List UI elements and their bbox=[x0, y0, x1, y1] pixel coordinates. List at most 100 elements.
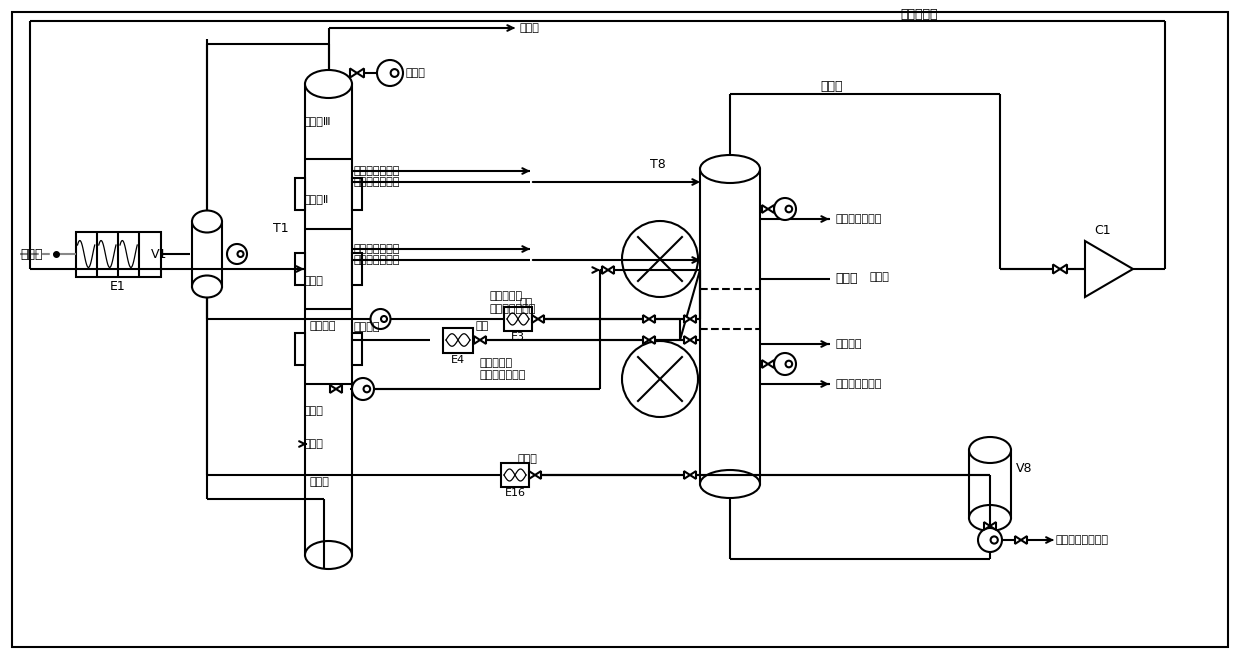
Polygon shape bbox=[763, 360, 768, 368]
Text: 含瘾甲醇: 含瘾甲醇 bbox=[310, 321, 336, 331]
Polygon shape bbox=[768, 360, 774, 368]
Bar bbox=[352, 333, 362, 365]
Polygon shape bbox=[1053, 264, 1060, 273]
Polygon shape bbox=[350, 69, 357, 78]
Polygon shape bbox=[1060, 264, 1066, 273]
Text: 无硫甲醇去冷却: 无硫甲醇去冷却 bbox=[353, 166, 401, 176]
Text: 原料气: 原料气 bbox=[20, 248, 42, 260]
Circle shape bbox=[774, 198, 796, 220]
Text: 含硫甲醇自: 含硫甲醇自 bbox=[490, 291, 523, 301]
Polygon shape bbox=[684, 471, 689, 479]
Text: 丙烯: 丙烯 bbox=[520, 298, 533, 308]
Circle shape bbox=[377, 60, 403, 86]
Circle shape bbox=[786, 206, 792, 212]
Polygon shape bbox=[601, 266, 608, 274]
Bar bbox=[76, 231, 160, 277]
Polygon shape bbox=[330, 385, 336, 393]
Text: E16: E16 bbox=[505, 488, 526, 498]
Polygon shape bbox=[538, 315, 544, 323]
Ellipse shape bbox=[701, 155, 760, 183]
Text: 无硫甲醇: 无硫甲醇 bbox=[353, 322, 381, 332]
Text: 含硫甲醇自: 含硫甲醇自 bbox=[480, 358, 513, 368]
Polygon shape bbox=[644, 336, 649, 344]
Circle shape bbox=[786, 360, 792, 367]
Ellipse shape bbox=[305, 70, 352, 98]
Text: 冷却的无硫甲醇: 冷却的无硫甲醇 bbox=[353, 255, 401, 265]
Text: 硫化氢洗涤器底: 硫化氢洗涤器底 bbox=[480, 370, 526, 380]
Text: E4: E4 bbox=[451, 355, 465, 365]
Text: 贫甲醇: 贫甲醇 bbox=[310, 477, 330, 487]
Text: E1: E1 bbox=[110, 280, 126, 293]
Polygon shape bbox=[684, 336, 689, 344]
Ellipse shape bbox=[968, 437, 1011, 463]
Circle shape bbox=[381, 316, 387, 322]
Bar bbox=[701, 169, 760, 484]
Polygon shape bbox=[649, 336, 655, 344]
Polygon shape bbox=[480, 336, 486, 344]
Bar bbox=[352, 178, 362, 210]
Bar bbox=[295, 178, 305, 210]
Polygon shape bbox=[529, 471, 534, 479]
Polygon shape bbox=[985, 522, 990, 530]
Bar bbox=[443, 328, 472, 353]
Polygon shape bbox=[1085, 241, 1133, 297]
Polygon shape bbox=[1016, 536, 1021, 544]
Text: E3: E3 bbox=[511, 332, 525, 342]
Polygon shape bbox=[532, 315, 538, 323]
Circle shape bbox=[622, 341, 698, 417]
Bar bbox=[968, 450, 1011, 518]
Circle shape bbox=[227, 244, 247, 264]
Polygon shape bbox=[608, 266, 614, 274]
Text: 去硫化氢洑缩器: 去硫化氢洑缩器 bbox=[835, 379, 882, 389]
Polygon shape bbox=[689, 336, 696, 344]
Text: 硫化氢浓缩塔底: 硫化氢浓缩塔底 bbox=[490, 304, 537, 314]
Bar bbox=[192, 221, 222, 287]
Text: V1: V1 bbox=[150, 248, 167, 260]
Text: T8: T8 bbox=[650, 158, 666, 171]
Polygon shape bbox=[763, 205, 768, 213]
Text: 脯硫段: 脯硫段 bbox=[303, 276, 322, 286]
Bar bbox=[295, 253, 305, 285]
Text: 循环闪蔭气: 循环闪蔭气 bbox=[900, 7, 937, 20]
Circle shape bbox=[391, 69, 398, 77]
Text: 冷却的无硫甲醇: 冷却的无硫甲醇 bbox=[353, 177, 401, 187]
Polygon shape bbox=[357, 69, 365, 78]
Circle shape bbox=[991, 536, 998, 544]
Text: 净化气: 净化气 bbox=[520, 23, 539, 33]
Bar bbox=[501, 463, 529, 487]
Polygon shape bbox=[474, 336, 480, 344]
Polygon shape bbox=[534, 471, 541, 479]
Text: 去硫化氢洗涤器: 去硫化氢洗涤器 bbox=[835, 214, 882, 224]
Ellipse shape bbox=[968, 505, 1011, 531]
Ellipse shape bbox=[701, 470, 760, 498]
Circle shape bbox=[371, 309, 391, 329]
Text: T1: T1 bbox=[273, 223, 289, 235]
Polygon shape bbox=[336, 385, 342, 393]
Polygon shape bbox=[689, 315, 696, 323]
Text: 无硫甲醇去冷却: 无硫甲醇去冷却 bbox=[353, 244, 401, 254]
Circle shape bbox=[352, 378, 374, 400]
Text: 气提气气: 气提气气 bbox=[835, 339, 862, 349]
Polygon shape bbox=[684, 315, 689, 323]
Text: V8: V8 bbox=[1016, 463, 1033, 476]
Polygon shape bbox=[649, 315, 655, 323]
Text: 贫甲醇: 贫甲醇 bbox=[517, 454, 537, 464]
Text: 闪蔭气: 闪蔭气 bbox=[835, 273, 858, 285]
Bar bbox=[352, 253, 362, 285]
Text: 闪蔭气: 闪蔭气 bbox=[820, 80, 842, 94]
Polygon shape bbox=[768, 205, 774, 213]
Circle shape bbox=[774, 353, 796, 375]
Polygon shape bbox=[1021, 536, 1027, 544]
Text: 原料气: 原料气 bbox=[303, 439, 322, 449]
Text: 脯硫段Ⅲ: 脯硫段Ⅲ bbox=[303, 116, 331, 126]
Text: 送精馏塔回收甲醇: 送精馏塔回收甲醇 bbox=[1056, 535, 1109, 545]
Bar bbox=[503, 307, 532, 331]
Ellipse shape bbox=[192, 275, 222, 297]
Circle shape bbox=[363, 386, 371, 392]
Bar bbox=[305, 84, 352, 555]
Circle shape bbox=[238, 251, 243, 257]
Circle shape bbox=[622, 221, 698, 297]
Text: 贫甲醇: 贫甲醇 bbox=[405, 68, 425, 78]
Ellipse shape bbox=[192, 210, 222, 233]
Text: 闪蔭气: 闪蔭气 bbox=[870, 272, 890, 282]
